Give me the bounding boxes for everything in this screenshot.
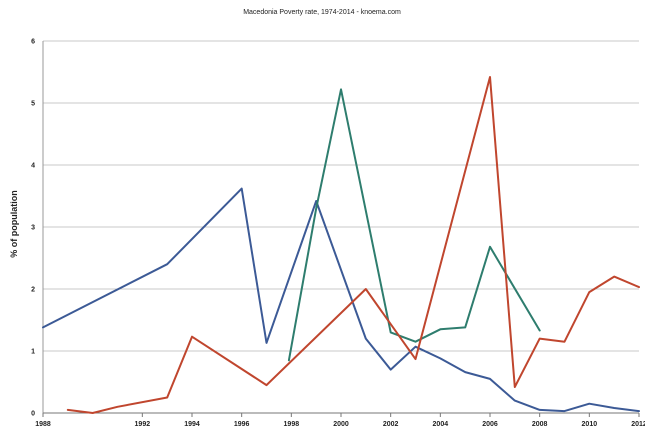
x-tick-label: 1988 [35, 421, 51, 428]
gridlines [43, 40, 639, 414]
y-tick-label: 5 [31, 101, 35, 108]
x-tick-label: 2002 [383, 421, 399, 428]
y-tick-label: 2 [31, 287, 35, 294]
x-tick-label: 1992 [135, 421, 151, 428]
y-axis-label: % of population [9, 190, 19, 258]
x-tick-label: 2006 [482, 421, 498, 428]
x-tick-label: 2012 [631, 421, 645, 428]
x-tick-label: 2004 [433, 421, 449, 428]
x-tick-label: 2008 [532, 421, 548, 428]
series-line-1 [42, 187, 640, 413]
x-tick-label: 1994 [184, 421, 200, 428]
x-tick-label: 2010 [582, 421, 598, 428]
x-tick-label: 2000 [333, 421, 349, 428]
y-tick-label: 4 [31, 163, 35, 170]
chart-title: Macedonia Poverty rate, 1974-2014 - knoe… [243, 9, 401, 16]
series-line-2 [287, 88, 541, 362]
y-tick-labels: 0 1 2 3 4 5 6 [31, 39, 35, 418]
y-tick-label: 0 [31, 411, 35, 418]
series-lines [42, 76, 640, 414]
x-tick-label: 1996 [234, 421, 250, 428]
y-tick-label: 6 [31, 39, 35, 46]
y-tick-label: 3 [31, 225, 35, 232]
y-tick-label: 1 [31, 349, 35, 356]
x-tick-label: 1998 [284, 421, 300, 428]
series-line-3 [66, 76, 640, 414]
x-tick-labels: 1988 1992 1994 1996 1998 2000 2002 2004 2006 2008… [35, 413, 645, 428]
